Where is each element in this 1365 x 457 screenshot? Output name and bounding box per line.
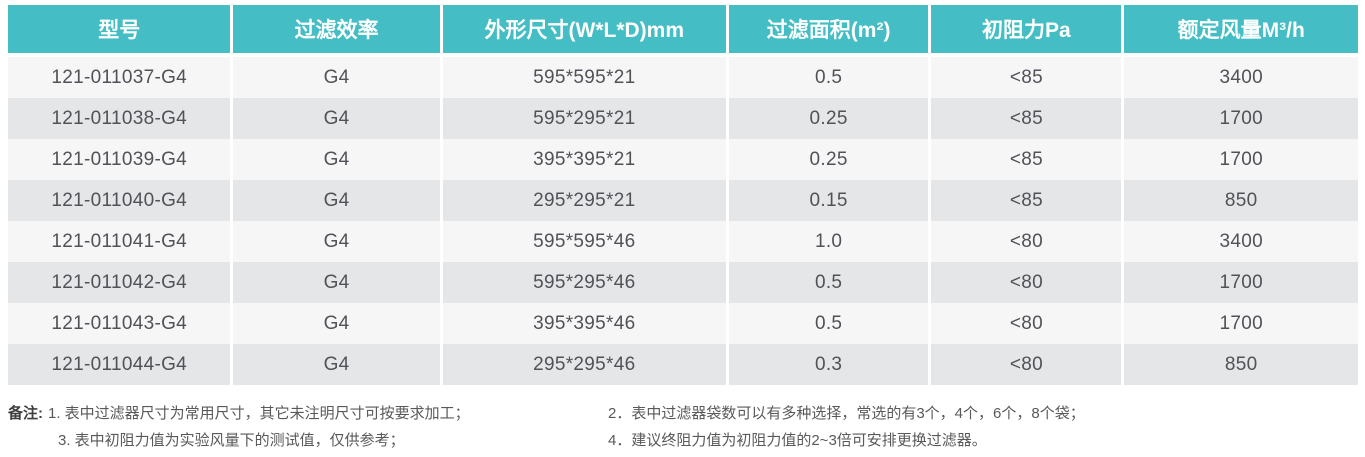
cell-efficiency: G4 bbox=[233, 57, 443, 98]
column-header-initial-resistance: 初阻力Pa bbox=[931, 5, 1125, 57]
cell-resistance: <85 bbox=[931, 98, 1125, 139]
cell-model: 121-011042-G4 bbox=[8, 262, 234, 303]
cell-resistance: <80 bbox=[931, 262, 1125, 303]
footnote-3: 3. 表中初阻力值为实验风量下的测试值，仅供参考； bbox=[58, 432, 405, 449]
cell-efficiency: G4 bbox=[233, 139, 443, 180]
footnote-4: 4．建议终阻力值为初阻力值的2~3倍可安排更换过滤器。 bbox=[608, 432, 987, 449]
table-row: 121-011038-G4 G4 595*295*21 0.25 <85 170… bbox=[8, 98, 1358, 139]
cell-dimensions: 395*395*46 bbox=[442, 303, 729, 344]
cell-airflow: 850 bbox=[1124, 344, 1358, 385]
cell-resistance: <85 bbox=[931, 180, 1125, 221]
footnotes-label: 备注: bbox=[8, 405, 43, 422]
cell-area: 1.0 bbox=[728, 221, 932, 262]
footnote-2: 2．表中过滤器袋数可以有多种选择，常选的有3个，4个，6个，8个袋； bbox=[608, 405, 1085, 422]
footnote-line-3: 3. 表中初阻力值为实验风量下的测试值，仅供参考； bbox=[8, 427, 608, 454]
column-header-filter-area: 过滤面积(m²) bbox=[728, 5, 932, 57]
table-header-row: 型号 过滤效率 外形尺寸(W*L*D)mm 过滤面积(m²) 初阻力Pa 额定风… bbox=[8, 5, 1358, 57]
cell-model: 121-011041-G4 bbox=[8, 221, 234, 262]
cell-area: 0.5 bbox=[728, 303, 932, 344]
cell-efficiency: G4 bbox=[233, 221, 443, 262]
cell-dimensions: 595*595*46 bbox=[442, 221, 729, 262]
cell-airflow: 3400 bbox=[1124, 57, 1358, 98]
cell-dimensions: 395*395*21 bbox=[442, 139, 729, 180]
table-body: 121-011037-G4 G4 595*595*21 0.5 <85 3400… bbox=[8, 57, 1358, 385]
cell-resistance: <80 bbox=[931, 303, 1125, 344]
cell-area: 0.15 bbox=[728, 180, 932, 221]
cell-model: 121-011037-G4 bbox=[8, 57, 234, 98]
cell-resistance: <80 bbox=[931, 344, 1125, 385]
cell-area: 0.5 bbox=[728, 262, 932, 303]
cell-airflow: 3400 bbox=[1124, 221, 1358, 262]
cell-dimensions: 595*295*46 bbox=[442, 262, 729, 303]
cell-airflow: 1700 bbox=[1124, 98, 1358, 139]
cell-area: 0.3 bbox=[728, 344, 932, 385]
cell-efficiency: G4 bbox=[233, 344, 443, 385]
cell-resistance: <85 bbox=[931, 57, 1125, 98]
table-row: 121-011039-G4 G4 395*395*21 0.25 <85 170… bbox=[8, 139, 1358, 180]
table-row: 121-011037-G4 G4 595*595*21 0.5 <85 3400 bbox=[8, 57, 1358, 98]
table-row: 121-011041-G4 G4 595*595*46 1.0 <80 3400 bbox=[8, 221, 1358, 262]
filter-spec-table: 型号 过滤效率 外形尺寸(W*L*D)mm 过滤面积(m²) 初阻力Pa 额定风… bbox=[8, 5, 1358, 385]
table-row: 121-011043-G4 G4 395*395*46 0.5 <80 1700 bbox=[8, 303, 1358, 344]
cell-resistance: <85 bbox=[931, 139, 1125, 180]
cell-airflow: 1700 bbox=[1124, 262, 1358, 303]
footnote-line-2: 2．表中过滤器袋数可以有多种选择，常选的有3个，4个，6个，8个袋； bbox=[608, 400, 1358, 427]
cell-resistance: <80 bbox=[931, 221, 1125, 262]
table-row: 121-011042-G4 G4 595*295*46 0.5 <80 1700 bbox=[8, 262, 1358, 303]
cell-area: 0.25 bbox=[728, 98, 932, 139]
cell-dimensions: 595*295*21 bbox=[442, 98, 729, 139]
column-header-rated-airflow: 额定风量M³/h bbox=[1124, 5, 1358, 57]
column-header-efficiency: 过滤效率 bbox=[233, 5, 443, 57]
cell-model: 121-011038-G4 bbox=[8, 98, 234, 139]
column-header-dimensions: 外形尺寸(W*L*D)mm bbox=[442, 5, 729, 57]
table-row: 121-011040-G4 G4 295*295*21 0.15 <85 850 bbox=[8, 180, 1358, 221]
cell-dimensions: 295*295*21 bbox=[442, 180, 729, 221]
cell-model: 121-011040-G4 bbox=[8, 180, 234, 221]
cell-model: 121-011043-G4 bbox=[8, 303, 234, 344]
table-row: 121-011044-G4 G4 295*295*46 0.3 <80 850 bbox=[8, 344, 1358, 385]
cell-area: 0.5 bbox=[728, 57, 932, 98]
cell-model: 121-011039-G4 bbox=[8, 139, 234, 180]
footnote-line-4: 4．建议终阻力值为初阻力值的2~3倍可安排更换过滤器。 bbox=[608, 427, 1358, 454]
cell-dimensions: 295*295*46 bbox=[442, 344, 729, 385]
cell-area: 0.25 bbox=[728, 139, 932, 180]
footnotes-right-column: 2．表中过滤器袋数可以有多种选择，常选的有3个，4个，6个，8个袋； 4．建议终… bbox=[608, 400, 1358, 454]
cell-model: 121-011044-G4 bbox=[8, 344, 234, 385]
cell-airflow: 850 bbox=[1124, 180, 1358, 221]
column-header-model: 型号 bbox=[8, 5, 234, 57]
footnote-line-1: 备注: 1. 表中过滤器尺寸为常用尺寸，其它未注明尺寸可按要求加工； bbox=[8, 400, 608, 427]
cell-efficiency: G4 bbox=[233, 180, 443, 221]
cell-dimensions: 595*595*21 bbox=[442, 57, 729, 98]
cell-efficiency: G4 bbox=[233, 262, 443, 303]
cell-efficiency: G4 bbox=[233, 303, 443, 344]
cell-airflow: 1700 bbox=[1124, 303, 1358, 344]
footnotes-left-column: 备注: 1. 表中过滤器尺寸为常用尺寸，其它未注明尺寸可按要求加工； 3. 表中初… bbox=[8, 400, 608, 454]
footnotes: 备注: 1. 表中过滤器尺寸为常用尺寸，其它未注明尺寸可按要求加工； 3. 表中初… bbox=[8, 400, 1358, 454]
cell-efficiency: G4 bbox=[233, 98, 443, 139]
footnote-1: 1. 表中过滤器尺寸为常用尺寸，其它未注明尺寸可按要求加工； bbox=[48, 405, 470, 422]
cell-airflow: 1700 bbox=[1124, 139, 1358, 180]
